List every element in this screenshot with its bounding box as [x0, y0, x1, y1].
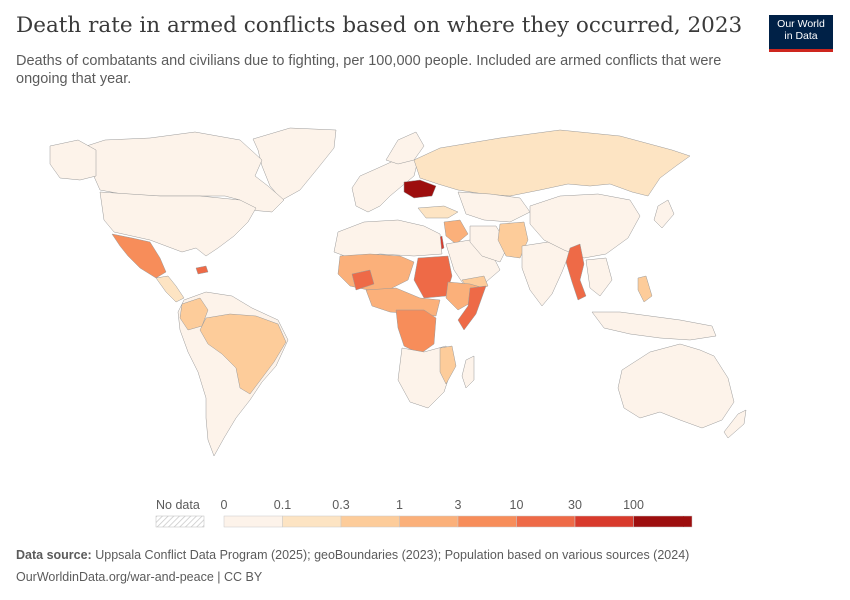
chart-title: Death rate in armed conflicts based on w…	[16, 13, 743, 38]
region-australia[interactable]	[617, 343, 735, 429]
region-alaska[interactable]	[49, 139, 97, 181]
region-somalia[interactable]	[457, 285, 487, 331]
logo-line-1: Our World	[777, 18, 825, 30]
chart-subtitle: Deaths of combatants and civilians due t…	[16, 53, 722, 87]
region-sahel[interactable]	[337, 253, 415, 291]
region-mexico[interactable]	[111, 233, 167, 279]
region-europe[interactable]	[351, 157, 419, 213]
region-madagascar[interactable]	[461, 355, 475, 389]
region-scandinavia[interactable]	[385, 131, 425, 165]
region-new-zealand[interactable]	[723, 409, 747, 439]
no-data-swatch	[155, 515, 205, 528]
region-japan[interactable]	[653, 199, 675, 229]
legend-tick-label: 1	[396, 498, 403, 512]
region-philippines[interactable]	[637, 275, 653, 303]
no-data-label: No data	[156, 498, 200, 512]
legend-tick-label: 30	[568, 498, 582, 512]
color-legend: No data 0 0.1 0.3 1 3 10 30 100	[155, 498, 693, 528]
region-usa[interactable]	[99, 191, 257, 257]
region-turkey[interactable]	[417, 205, 459, 219]
region-haiti[interactable]	[195, 265, 209, 275]
region-india[interactable]	[521, 241, 571, 307]
region-sudan[interactable]	[413, 255, 453, 299]
data-source: Data source: Uppsala Conflict Data Progr…	[16, 548, 689, 562]
legend-bin[interactable]	[399, 515, 459, 528]
legend-bin[interactable]	[457, 515, 517, 528]
region-central-africa[interactable]	[365, 287, 441, 317]
region-afghanistan-pakistan[interactable]	[497, 221, 529, 259]
region-central-asia[interactable]	[457, 191, 531, 223]
source-url[interactable]: OurWorldinData.org/war-and-peace | CC BY	[16, 570, 263, 584]
legend-bin[interactable]	[633, 515, 693, 528]
legend-arrow	[683, 516, 691, 527]
legend-bin[interactable]	[574, 515, 634, 528]
region-china[interactable]	[529, 193, 641, 259]
legend-tick-label: 0.1	[274, 498, 291, 512]
region-mozambique[interactable]	[439, 345, 457, 385]
region-indonesia[interactable]	[591, 311, 717, 341]
region-syria-iraq[interactable]	[443, 219, 469, 245]
region-dr-congo[interactable]	[395, 309, 437, 355]
region-north-africa[interactable]	[333, 219, 443, 259]
region-southeast-asia[interactable]	[585, 257, 613, 297]
data-source-label: Data source:	[16, 548, 92, 562]
owid-logo[interactable]: Our World in Data	[769, 15, 833, 52]
legend-bin[interactable]	[516, 515, 576, 528]
region-southern-africa[interactable]	[397, 345, 453, 409]
region-ukraine[interactable]	[403, 179, 437, 199]
data-source-text: Uppsala Conflict Data Program (2025); ge…	[95, 548, 690, 562]
region-brazil[interactable]	[199, 313, 287, 395]
region-burkina-faso[interactable]	[351, 269, 375, 291]
legend-tick-label: 3	[455, 498, 462, 512]
region-myanmar[interactable]	[565, 243, 587, 301]
region-russia[interactable]	[413, 129, 691, 197]
legend-bin[interactable]	[340, 515, 400, 528]
region-canada[interactable]	[67, 131, 285, 213]
legend-tick-label: 10	[510, 498, 524, 512]
world-map[interactable]	[0, 110, 850, 480]
legend-tick-label: 0.3	[332, 498, 349, 512]
logo-line-2: in Data	[784, 30, 818, 42]
legend-bin[interactable]	[223, 515, 283, 528]
region-central-america[interactable]	[155, 275, 185, 303]
legend-bin[interactable]	[282, 515, 342, 528]
legend-tick-label: 100	[623, 498, 644, 512]
legend-tick-label: 0	[221, 498, 228, 512]
